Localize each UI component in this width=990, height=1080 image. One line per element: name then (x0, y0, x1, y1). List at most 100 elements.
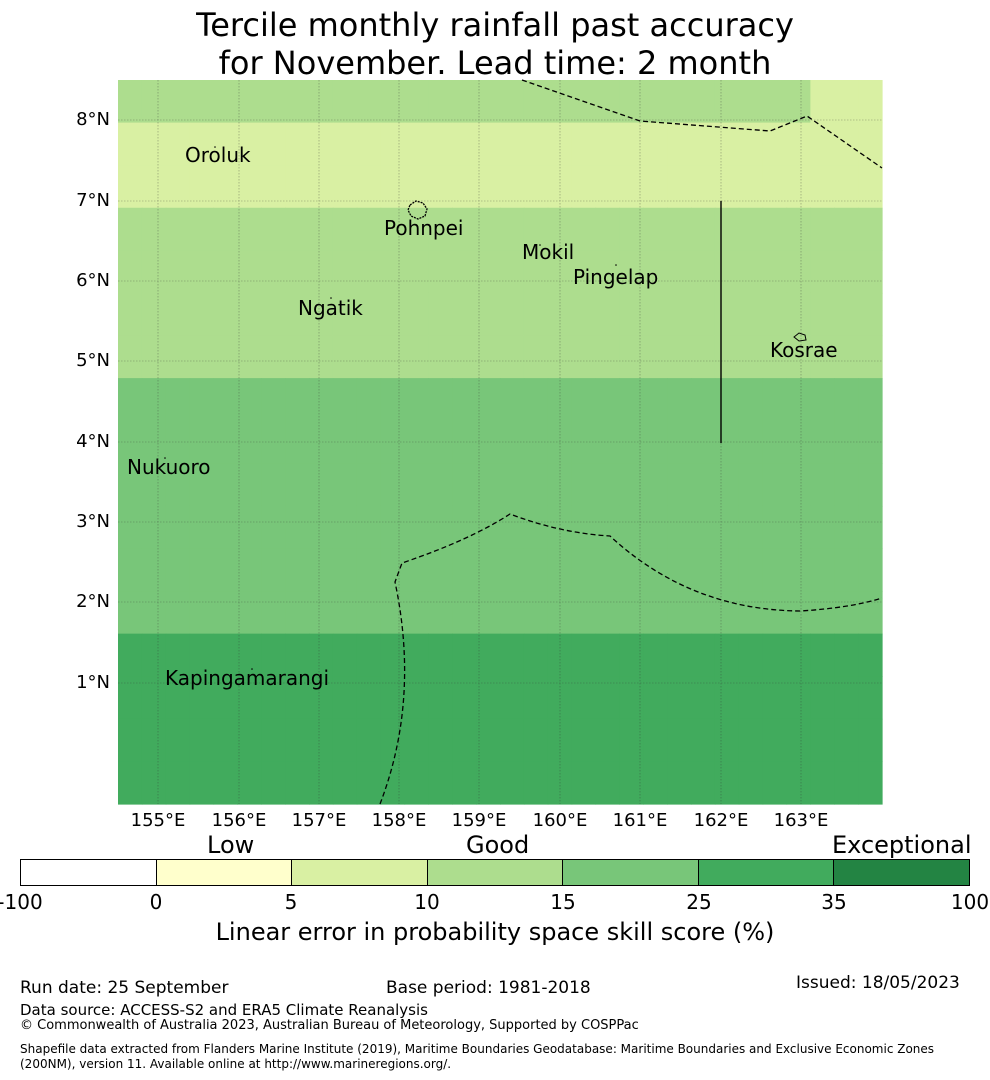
grid-cell (738, 335, 764, 379)
grid-cell (571, 122, 597, 166)
grid-cell (165, 420, 191, 464)
grid-cell (428, 718, 453, 763)
grid-cell (834, 80, 859, 124)
grid-cell (380, 676, 406, 720)
grid-cell (714, 80, 740, 124)
lon-tick-162e: 162°E (693, 810, 749, 831)
grid-cell (834, 718, 859, 763)
grid-cell (786, 292, 811, 337)
grid-cell (118, 378, 143, 422)
grid-cell (213, 548, 238, 592)
grid-cell (523, 207, 549, 251)
grid-cell (261, 250, 286, 294)
grid-cell (858, 505, 883, 550)
grid-cell (165, 633, 191, 677)
grid-cell (165, 207, 191, 251)
grid-cell (810, 591, 835, 635)
issued-date: Issued: 18/05/2023 (796, 973, 960, 993)
grid-cell (356, 207, 382, 251)
grid-cell (285, 335, 310, 379)
grid-cell (404, 292, 429, 337)
grid-cell (667, 676, 692, 720)
grid-cell (858, 335, 883, 379)
pingelap-marker (615, 264, 617, 266)
grid-cell (738, 633, 764, 677)
grid-cell (404, 505, 429, 550)
grid-cell (834, 292, 859, 337)
grid-cell (285, 676, 310, 720)
grid-cell (667, 378, 692, 422)
grid-cell (667, 292, 692, 337)
grid-cell (762, 676, 788, 720)
grid-cell (858, 676, 883, 720)
grid-cell (261, 591, 286, 635)
grid-cell (691, 676, 716, 720)
grid-cell (452, 250, 477, 294)
grid-cell (547, 420, 573, 464)
grid-cell (285, 761, 310, 805)
grid-cell (834, 761, 859, 805)
grid-cell (118, 761, 143, 805)
grid-cell (404, 591, 429, 635)
grid-cell (834, 505, 859, 550)
grid-cell (810, 207, 835, 251)
grid-cell (428, 761, 453, 805)
grid-cell (667, 761, 692, 805)
grid-cell (714, 122, 740, 166)
grid-cell (691, 761, 716, 805)
grid-cell (452, 463, 477, 507)
grid-cell (547, 207, 573, 251)
grid-cell (691, 548, 716, 592)
grid-cell (428, 292, 453, 337)
grid-cell (309, 505, 334, 550)
grid-cell (165, 548, 191, 592)
grid-cell (213, 122, 238, 166)
grid-cell (762, 505, 788, 550)
colorbar-segment-7 (834, 860, 970, 885)
grid-cell (858, 378, 883, 422)
grid-cell (810, 463, 835, 507)
lat-tick-7n: 7°N (76, 190, 110, 211)
grid-cell (619, 420, 644, 464)
grid-cell (356, 633, 382, 677)
grid-cell (500, 591, 525, 635)
grid-cell (523, 378, 549, 422)
grid-cell (309, 122, 334, 166)
lon-tick-159e: 159°E (451, 810, 507, 831)
grid-cell (762, 591, 788, 635)
grid-cell (189, 676, 215, 720)
grid-cell (786, 420, 811, 464)
grid-cell (571, 420, 597, 464)
grid-cell (309, 207, 334, 251)
grid-cell (452, 718, 477, 763)
grid-cell (189, 548, 215, 592)
grid-cell (571, 633, 597, 677)
grid-cell (165, 292, 191, 337)
oroluk-marker (214, 146, 216, 148)
grid-cell (714, 250, 740, 294)
grid-cell (380, 633, 406, 677)
grid-cell (714, 292, 740, 337)
grid-cell (428, 420, 453, 464)
grid-cell (667, 250, 692, 294)
grid-cell (189, 335, 215, 379)
grid-cell (165, 335, 191, 379)
grid-cell (309, 548, 334, 592)
grid-cell (309, 718, 334, 763)
grid-cell (165, 165, 191, 209)
place-label-kapingamarangi: Kapingamarangi (165, 666, 330, 690)
grid-cell (237, 718, 262, 763)
grid-cell (261, 761, 286, 805)
grid-cell (834, 463, 859, 507)
grid-cell (141, 207, 167, 251)
island-markers (164, 146, 617, 670)
place-label-kosrae: Kosrae (770, 338, 838, 362)
grid-cell (165, 250, 191, 294)
grid-cell (118, 420, 143, 464)
copyright-notice: © Commonwealth of Australia 2023, Austra… (20, 1018, 639, 1033)
grid-cell (786, 633, 811, 677)
colorbar-tick-0: -100 (0, 890, 43, 914)
data-source: Data source: ACCESS-S2 and ERA5 Climate … (20, 1001, 428, 1019)
grid-cell (810, 165, 835, 209)
grid-cell (500, 207, 525, 251)
